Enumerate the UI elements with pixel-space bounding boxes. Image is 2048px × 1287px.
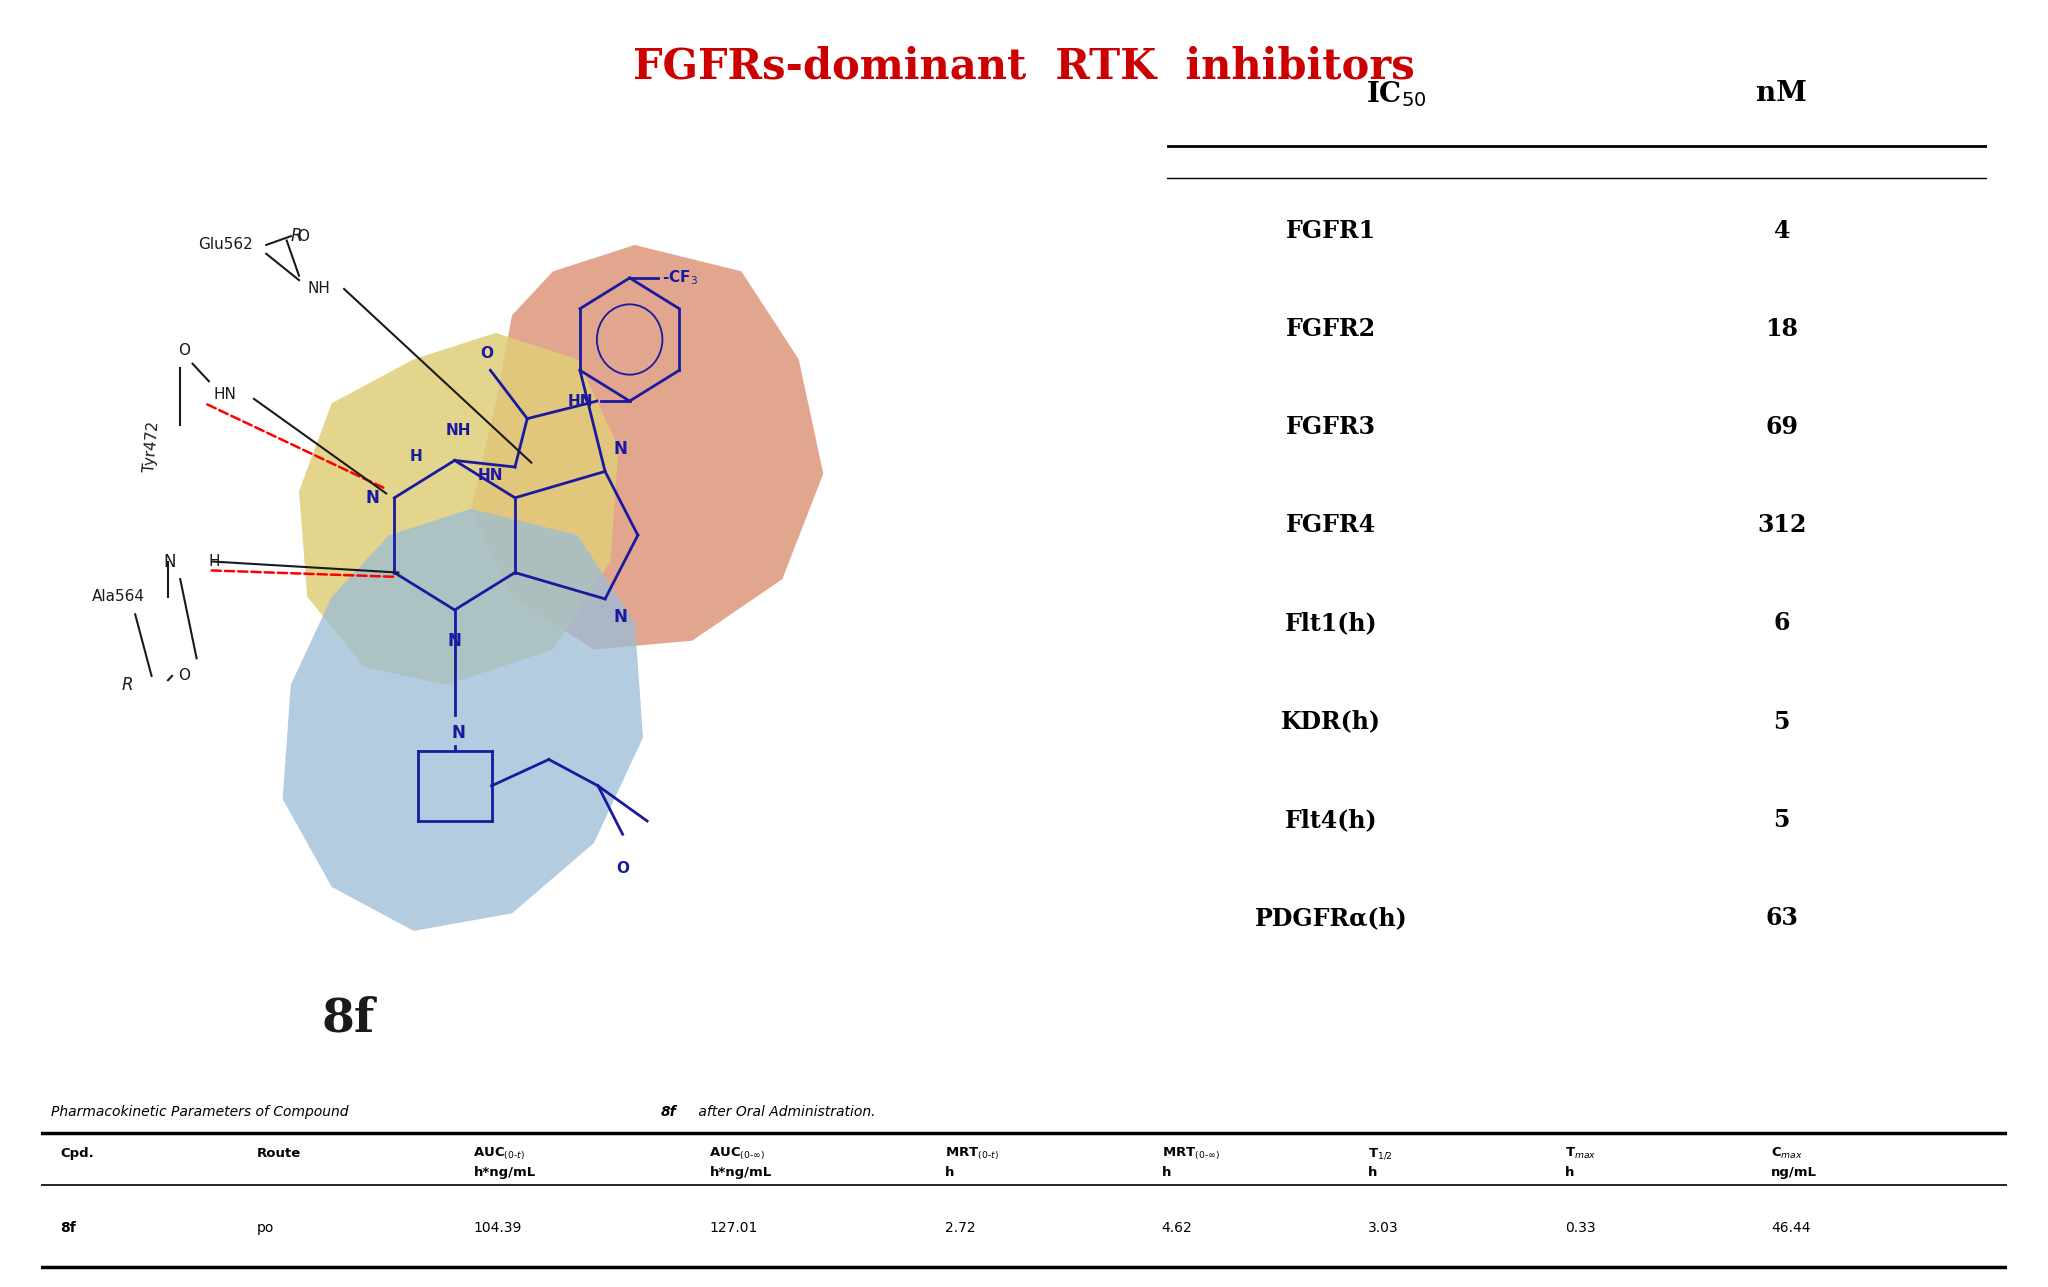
- Text: FGFRs-dominant  RTK  inhibitors: FGFRs-dominant RTK inhibitors: [633, 45, 1415, 88]
- Text: 2.72: 2.72: [946, 1221, 977, 1236]
- Text: 0.33: 0.33: [1565, 1221, 1595, 1236]
- Text: KDR(h): KDR(h): [1282, 709, 1380, 734]
- Text: N: N: [449, 632, 461, 650]
- Text: 63: 63: [1765, 906, 1798, 931]
- Polygon shape: [471, 245, 823, 650]
- Text: 5: 5: [1774, 808, 1790, 831]
- Text: H: H: [410, 449, 422, 463]
- Text: Flt4(h): Flt4(h): [1284, 808, 1378, 831]
- Text: ng/mL: ng/mL: [1772, 1166, 1817, 1179]
- Text: FGFR3: FGFR3: [1286, 416, 1376, 439]
- Text: AUC$_{(0\text{-}t)}$: AUC$_{(0\text{-}t)}$: [473, 1145, 526, 1162]
- Text: HN: HN: [567, 394, 592, 408]
- Text: 4.62: 4.62: [1161, 1221, 1192, 1236]
- Text: AUC$_{(0\text{-}\infty)}$: AUC$_{(0\text{-}\infty)}$: [709, 1145, 766, 1162]
- Text: O: O: [616, 861, 629, 875]
- Text: N: N: [367, 489, 379, 507]
- Text: FGFR1: FGFR1: [1286, 219, 1376, 243]
- Text: C$_{max}$: C$_{max}$: [1772, 1147, 1802, 1161]
- Text: Ala564: Ala564: [92, 589, 145, 604]
- Text: MRT$_{(0\text{-}\infty)}$: MRT$_{(0\text{-}\infty)}$: [1161, 1145, 1219, 1162]
- Text: nM: nM: [1757, 80, 1806, 107]
- Text: Pharmacokinetic Parameters of Compound: Pharmacokinetic Parameters of Compound: [51, 1106, 352, 1118]
- Text: T$_{1/2}$: T$_{1/2}$: [1368, 1147, 1393, 1161]
- Text: 312: 312: [1757, 514, 1806, 538]
- Text: T$_{max}$: T$_{max}$: [1565, 1147, 1595, 1161]
- Text: -CF$_3$: -CF$_3$: [662, 269, 698, 287]
- Text: 8f: 8f: [322, 996, 375, 1042]
- Text: N: N: [164, 552, 176, 570]
- Text: Glu562: Glu562: [199, 238, 252, 252]
- Text: 6: 6: [1774, 611, 1790, 636]
- Polygon shape: [299, 333, 618, 685]
- Text: h: h: [946, 1166, 954, 1179]
- Text: PDGFRα(h): PDGFRα(h): [1255, 906, 1407, 931]
- Text: H: H: [209, 555, 221, 569]
- Text: O: O: [479, 346, 494, 362]
- Text: HN: HN: [477, 468, 502, 484]
- Text: N: N: [612, 607, 627, 625]
- Text: 3.03: 3.03: [1368, 1221, 1399, 1236]
- Text: FGFR4: FGFR4: [1286, 514, 1376, 538]
- Text: N: N: [453, 725, 465, 743]
- Text: 104.39: 104.39: [473, 1221, 522, 1236]
- Text: Route: Route: [258, 1147, 301, 1161]
- Text: Cpd.: Cpd.: [61, 1147, 94, 1161]
- Text: Tyr472: Tyr472: [141, 421, 162, 474]
- Text: R: R: [291, 228, 303, 245]
- Text: 4: 4: [1774, 219, 1790, 243]
- Text: h*ng/mL: h*ng/mL: [473, 1166, 537, 1179]
- Text: h*ng/mL: h*ng/mL: [709, 1166, 772, 1179]
- Text: MRT$_{(0\text{-}t)}$: MRT$_{(0\text{-}t)}$: [946, 1145, 999, 1162]
- Text: R: R: [121, 676, 133, 694]
- Text: NH: NH: [307, 282, 330, 296]
- Text: FGFR2: FGFR2: [1286, 317, 1376, 341]
- Text: 18: 18: [1765, 317, 1798, 341]
- Text: 5: 5: [1774, 709, 1790, 734]
- Text: N: N: [612, 440, 627, 458]
- Text: O: O: [178, 668, 190, 683]
- Text: h: h: [1368, 1166, 1378, 1179]
- Text: h: h: [1161, 1166, 1171, 1179]
- Text: 127.01: 127.01: [709, 1221, 758, 1236]
- Text: after Oral Administration.: after Oral Administration.: [694, 1106, 874, 1118]
- Text: 8f: 8f: [659, 1106, 676, 1118]
- Text: h: h: [1565, 1166, 1575, 1179]
- Polygon shape: [283, 508, 643, 931]
- Text: 69: 69: [1765, 416, 1798, 439]
- Text: 8f: 8f: [61, 1221, 76, 1236]
- Text: IC$_{50}$: IC$_{50}$: [1366, 79, 1427, 108]
- Text: O: O: [178, 344, 190, 358]
- Text: po: po: [258, 1221, 274, 1236]
- Text: NH: NH: [446, 423, 471, 439]
- Text: O: O: [297, 229, 309, 243]
- Text: HN: HN: [213, 387, 238, 402]
- Text: 46.44: 46.44: [1772, 1221, 1810, 1236]
- Text: Flt1(h): Flt1(h): [1284, 611, 1378, 636]
